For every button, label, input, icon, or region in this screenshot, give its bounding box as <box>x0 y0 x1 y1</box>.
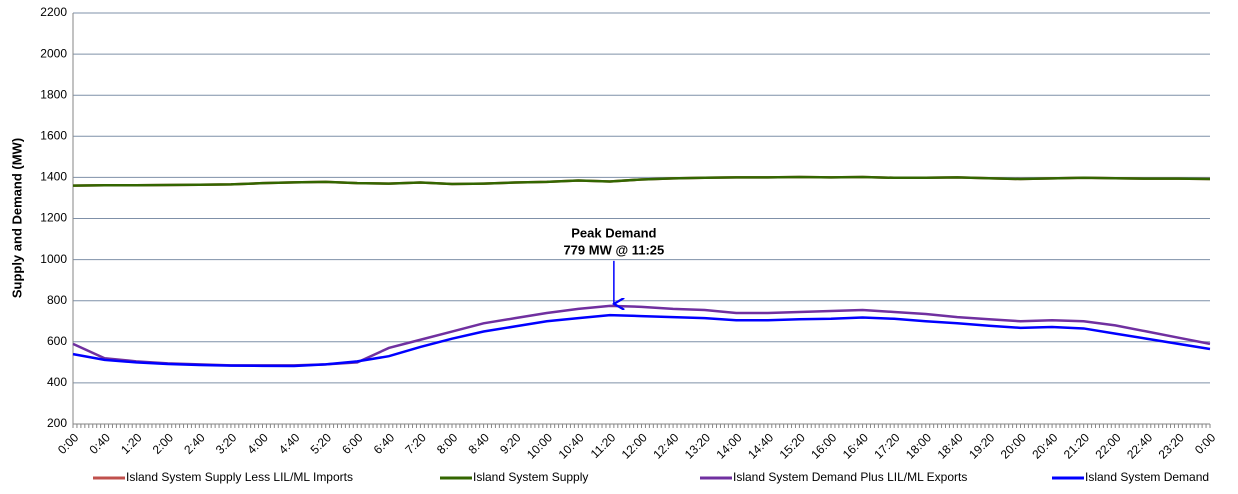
y-tick-label: 600 <box>47 334 67 348</box>
y-axis-title: Supply and Demand (MW) <box>9 138 24 298</box>
series-line <box>72 313 1211 368</box>
x-tick-label: 0:00 <box>1192 430 1219 457</box>
x-tick-label: 13:20 <box>682 430 713 461</box>
y-tick-label: 400 <box>47 375 67 389</box>
legend-label: Island System Demand Plus LIL/ML Exports <box>733 470 967 484</box>
legend-label: Island System Demand <box>1085 470 1209 484</box>
x-tick-label: 1:20 <box>118 430 145 457</box>
x-tick-label: 12:40 <box>650 430 681 461</box>
x-tick-label: 18:40 <box>935 430 966 461</box>
y-tick-label: 1800 <box>40 87 67 101</box>
x-tick-label: 4:00 <box>244 430 271 457</box>
x-tick-label: 12:00 <box>619 430 650 461</box>
x-tick-label: 4:40 <box>276 430 303 457</box>
x-tick-label: 20:00 <box>998 430 1029 461</box>
x-tick-label: 8:40 <box>466 430 493 457</box>
x-tick-label: 16:00 <box>808 430 839 461</box>
x-tick-label: 23:20 <box>1156 430 1187 461</box>
x-tick-label: 5:20 <box>308 430 335 457</box>
x-tick-label: 14:40 <box>745 430 776 461</box>
x-tick-label: 16:40 <box>840 430 871 461</box>
x-tick-label: 6:00 <box>339 430 366 457</box>
x-tick-label: 10:00 <box>524 430 555 461</box>
y-tick-label: 1400 <box>40 170 67 184</box>
series-line <box>72 175 1211 187</box>
x-tick-label: 17:20 <box>871 430 902 461</box>
x-tick-label: 21:20 <box>1061 430 1092 461</box>
x-tick-label: 9:20 <box>497 430 524 457</box>
x-tick-label: 0:00 <box>55 430 82 457</box>
x-tick-label: 15:20 <box>777 430 808 461</box>
y-tick-label: 1000 <box>40 252 67 266</box>
x-tick-label: 10:40 <box>556 430 587 461</box>
annotation: Peak Demand <box>571 225 656 240</box>
annotation: 779 MW @ 11:25 <box>563 242 664 257</box>
x-tick-label: 2:40 <box>181 430 208 457</box>
x-tick-label: 8:00 <box>434 430 461 457</box>
x-tick-label: 19:20 <box>966 430 997 461</box>
x-tick-label: 3:20 <box>213 430 240 457</box>
y-tick-label: 800 <box>47 293 67 307</box>
x-tick-label: 18:00 <box>903 430 934 461</box>
legend-label: Island System Supply Less LIL/ML Imports <box>126 470 353 484</box>
x-tick-label: 7:20 <box>402 430 429 457</box>
x-tick-label: 11:20 <box>588 430 619 461</box>
x-tick-label: 22:40 <box>1124 430 1155 461</box>
y-tick-label: 2000 <box>40 46 67 60</box>
x-tick-label: 2:00 <box>150 430 177 457</box>
x-tick-label: 0:40 <box>87 430 114 457</box>
legend-label: Island System Supply <box>473 470 588 484</box>
y-tick-label: 1600 <box>40 128 67 142</box>
x-tick-label: 22:00 <box>1092 430 1123 461</box>
y-tick-label: 2200 <box>40 5 67 19</box>
x-tick-label: 6:40 <box>371 430 398 457</box>
x-tick-label: 14:00 <box>713 430 744 461</box>
y-tick-label: 200 <box>47 416 67 430</box>
y-tick-label: 1200 <box>40 211 67 225</box>
x-tick-label: 20:40 <box>1029 430 1060 461</box>
series-line <box>72 304 1211 367</box>
